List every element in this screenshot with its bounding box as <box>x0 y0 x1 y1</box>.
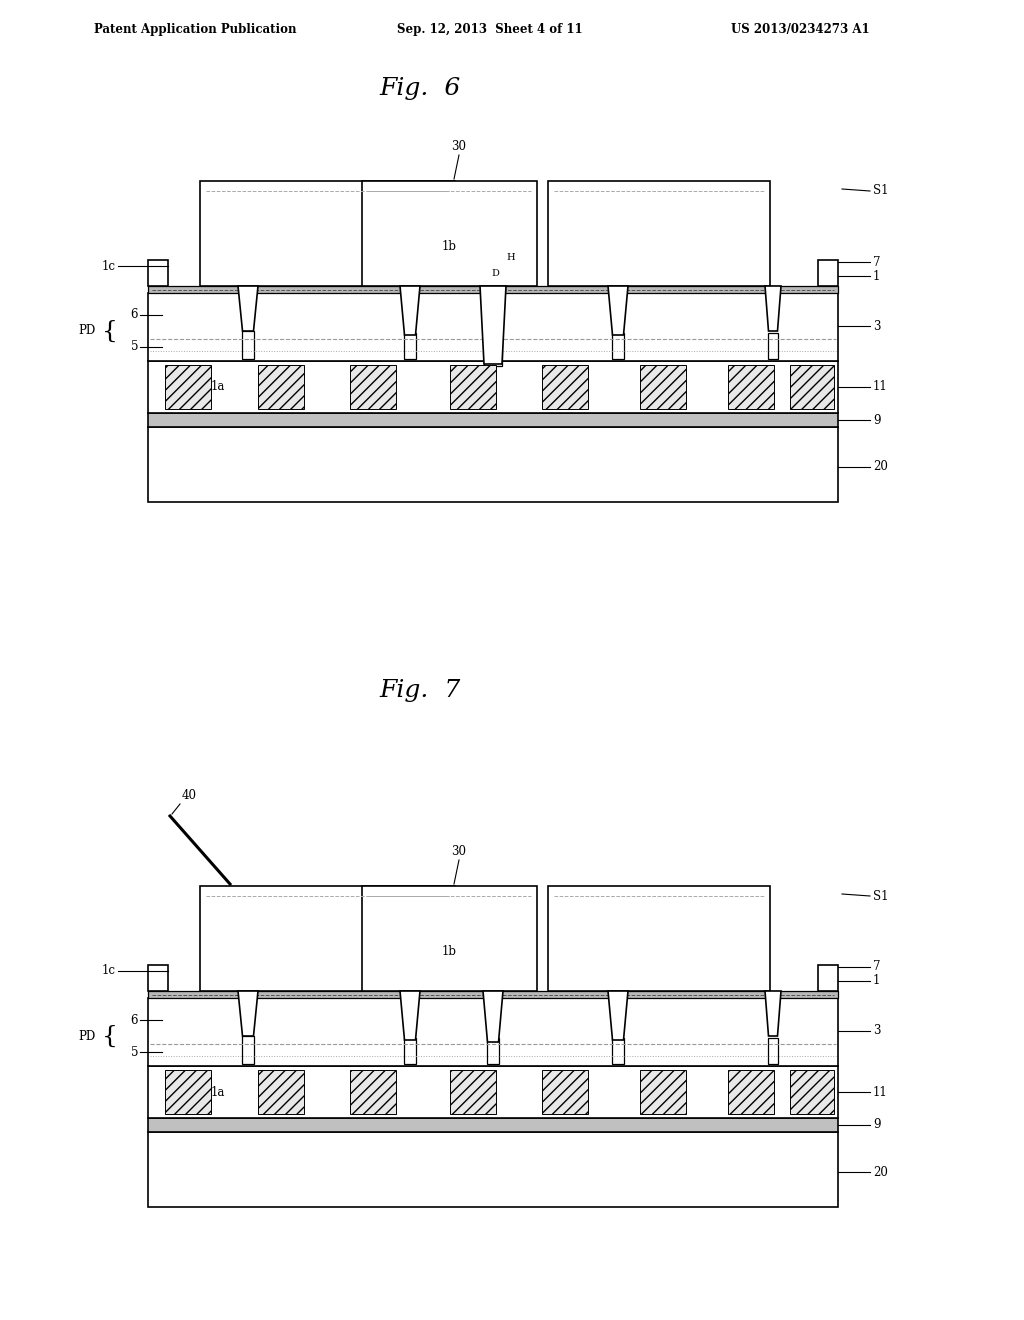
Text: 7: 7 <box>873 961 881 974</box>
Bar <box>148 286 838 293</box>
Bar <box>640 366 686 409</box>
Bar <box>148 260 168 286</box>
Bar <box>200 181 455 286</box>
Text: US 2013/0234273 A1: US 2013/0234273 A1 <box>731 24 869 37</box>
Text: D: D <box>492 269 499 279</box>
Polygon shape <box>608 991 628 1040</box>
Bar <box>148 1133 838 1206</box>
Text: 5: 5 <box>130 341 138 354</box>
Polygon shape <box>238 991 258 1036</box>
Polygon shape <box>608 286 628 335</box>
Bar <box>484 312 502 366</box>
Bar <box>350 1071 396 1114</box>
Bar <box>148 965 168 991</box>
Text: S1: S1 <box>873 890 889 903</box>
Bar <box>768 333 778 359</box>
Polygon shape <box>400 991 420 1040</box>
Bar <box>818 965 838 991</box>
Text: PD: PD <box>79 325 96 338</box>
Text: 30: 30 <box>452 845 467 858</box>
Bar <box>548 886 770 991</box>
Text: 40: 40 <box>182 789 197 803</box>
Text: 1b: 1b <box>441 240 457 252</box>
Bar <box>487 1038 499 1064</box>
Bar <box>612 1038 624 1064</box>
Bar <box>450 1071 496 1114</box>
Bar <box>790 1071 834 1114</box>
Text: H: H <box>507 253 515 263</box>
Bar <box>542 366 588 409</box>
Polygon shape <box>480 286 506 364</box>
Bar <box>612 333 624 359</box>
Bar <box>768 1038 778 1064</box>
Bar <box>148 426 838 502</box>
Text: 7: 7 <box>873 256 881 268</box>
Text: 9: 9 <box>873 413 881 426</box>
Text: 1: 1 <box>873 269 881 282</box>
Bar <box>165 1071 211 1114</box>
Bar <box>148 360 838 413</box>
Text: {: { <box>102 319 118 342</box>
Text: 6: 6 <box>130 1014 138 1027</box>
Bar <box>790 366 834 409</box>
Text: 1a: 1a <box>211 1085 225 1098</box>
Text: 1b: 1b <box>441 945 457 957</box>
Text: 11: 11 <box>873 380 888 393</box>
Text: 20: 20 <box>873 1166 888 1179</box>
Text: 3: 3 <box>873 319 881 333</box>
Polygon shape <box>483 991 503 1041</box>
Text: 6: 6 <box>130 309 138 322</box>
Text: Patent Application Publication: Patent Application Publication <box>94 24 296 37</box>
Polygon shape <box>400 286 420 335</box>
Text: Fig.  7: Fig. 7 <box>379 678 461 701</box>
Polygon shape <box>765 286 781 331</box>
Bar <box>148 413 838 426</box>
Bar <box>148 293 838 360</box>
Bar <box>258 366 304 409</box>
Bar <box>362 181 537 286</box>
Bar <box>200 886 455 991</box>
Text: {: { <box>102 1024 118 1048</box>
Bar <box>542 1071 588 1114</box>
Polygon shape <box>238 286 258 331</box>
Bar <box>362 886 537 991</box>
Text: 9: 9 <box>873 1118 881 1131</box>
Bar <box>450 366 496 409</box>
Bar <box>818 260 838 286</box>
Text: Fig.  6: Fig. 6 <box>379 77 461 99</box>
Text: 3: 3 <box>873 1024 881 1038</box>
Bar <box>148 1067 838 1118</box>
Text: S1: S1 <box>873 185 889 198</box>
Text: 1c: 1c <box>102 965 116 978</box>
Circle shape <box>488 269 498 279</box>
Bar <box>350 366 396 409</box>
Bar <box>640 1071 686 1114</box>
Text: 1: 1 <box>873 974 881 987</box>
Text: 5: 5 <box>130 1045 138 1059</box>
Bar <box>242 1036 254 1064</box>
Text: 20: 20 <box>873 461 888 474</box>
Text: 1c: 1c <box>102 260 116 272</box>
Bar <box>148 1118 838 1133</box>
Bar <box>404 333 416 359</box>
Bar <box>148 991 838 998</box>
Polygon shape <box>765 991 781 1036</box>
Bar <box>404 1038 416 1064</box>
Bar <box>548 181 770 286</box>
Bar <box>242 331 254 359</box>
Text: 30: 30 <box>452 140 467 153</box>
Text: 11: 11 <box>873 1085 888 1098</box>
Text: PD: PD <box>79 1030 96 1043</box>
Bar <box>728 1071 774 1114</box>
Bar <box>728 366 774 409</box>
Bar <box>258 1071 304 1114</box>
Text: Sep. 12, 2013  Sheet 4 of 11: Sep. 12, 2013 Sheet 4 of 11 <box>397 24 583 37</box>
Bar <box>148 998 838 1067</box>
Text: 1a: 1a <box>211 380 225 393</box>
Bar <box>165 366 211 409</box>
